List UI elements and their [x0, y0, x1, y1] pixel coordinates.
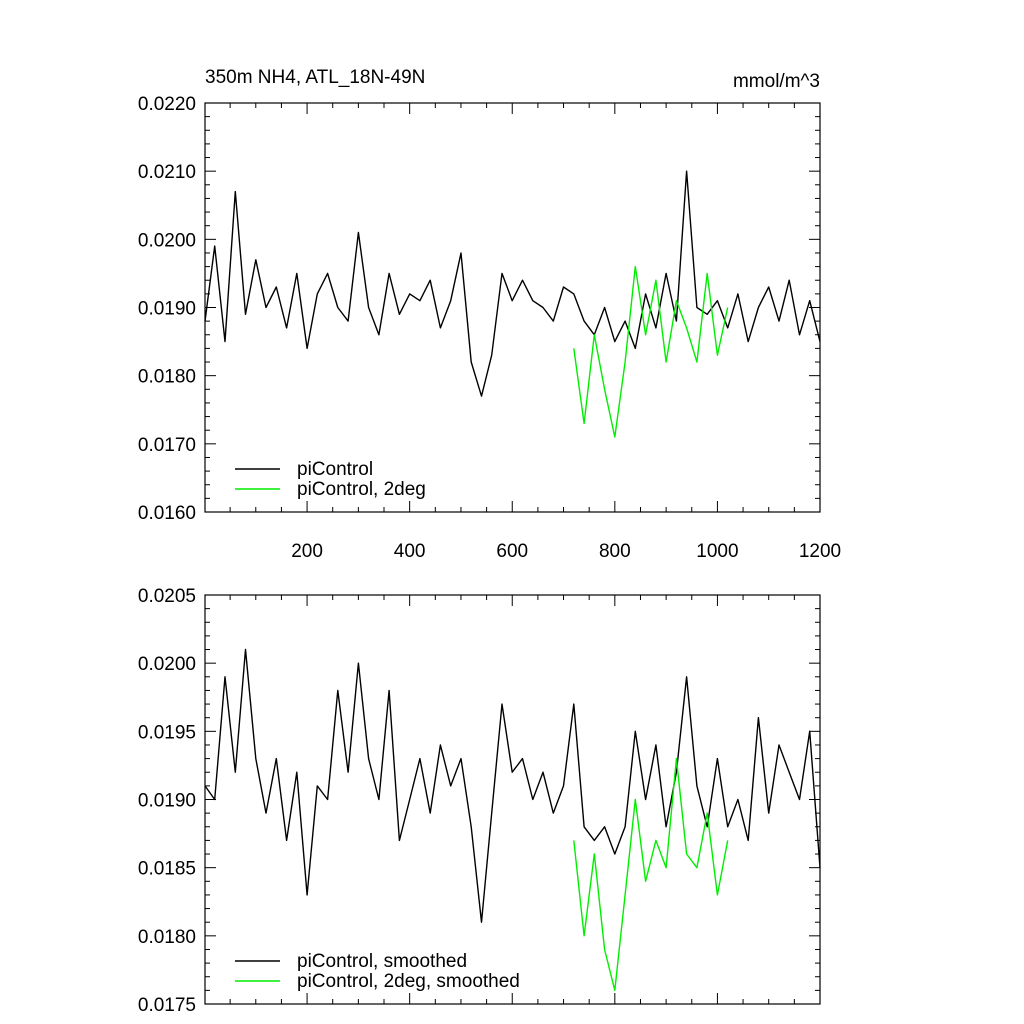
top-series-line-1	[573, 265, 729, 438]
bottom-ytick-label: 0.0185	[138, 859, 196, 880]
top-ytick-label: 0.0220	[138, 94, 196, 115]
chart-title: 350m NH4, ATL_18N-49N	[205, 67, 425, 88]
top-plot-frame	[204, 102, 821, 513]
bottom-panel: 0.0175 0.0180 0.0185 0.0190 0.0195 0.0200 0.02…	[138, 586, 821, 1016]
top-xtick-label: 1200	[799, 541, 841, 562]
bottom-ytick-label: 0.0195	[138, 722, 196, 743]
top-panel: 0.0160 0.0170 0.0180 0.0190 0.0200 0.0210 0.02…	[138, 94, 841, 562]
top-xtick-label: 200	[291, 541, 323, 562]
top-legend-label-0: piControl	[297, 459, 373, 480]
bottom-ytick-label: 0.0205	[138, 586, 196, 607]
bottom-ytick-label: 0.0200	[138, 654, 196, 675]
units-label: mmol/m^3	[733, 71, 820, 92]
top-ytick-label: 0.0210	[138, 162, 196, 183]
bottom-ytick-label: 0.0190	[138, 791, 196, 812]
top-ytick-label: 0.0170	[138, 435, 196, 456]
bottom-series-line-0	[204, 648, 821, 923]
top-xtick-label: 600	[496, 541, 528, 562]
top-ytick-label: 0.0160	[138, 503, 196, 524]
bottom-plot-frame	[204, 594, 821, 1005]
top-ytick-label: 0.0180	[138, 367, 196, 388]
top-xtick-label: 1000	[696, 541, 738, 562]
top-legend-label-1: piControl, 2deg	[297, 479, 426, 500]
top-series-line-0	[204, 170, 821, 397]
top-ytick-label: 0.0190	[138, 299, 196, 320]
bottom-series-line-1	[573, 757, 729, 992]
bottom-ytick-label: 0.0180	[138, 927, 196, 948]
bottom-ytick-label: 0.0175	[138, 995, 196, 1016]
top-xtick-label: 800	[599, 541, 631, 562]
bottom-legend-label-1: piControl, 2deg, smoothed	[297, 971, 520, 992]
bottom-legend-label-0: piControl, smoothed	[297, 951, 467, 972]
top-xtick-label: 400	[394, 541, 426, 562]
top-ytick-label: 0.0200	[138, 230, 196, 251]
